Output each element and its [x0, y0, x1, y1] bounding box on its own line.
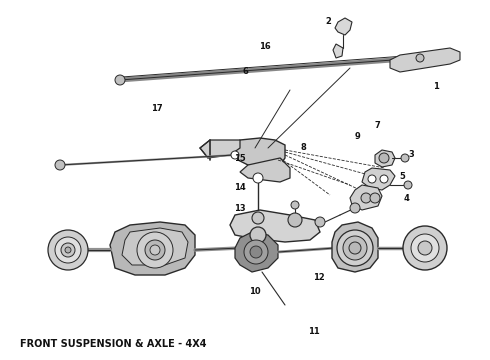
Circle shape — [48, 230, 88, 270]
Circle shape — [150, 245, 160, 255]
Polygon shape — [235, 232, 278, 272]
Polygon shape — [333, 44, 343, 58]
Text: 15: 15 — [234, 154, 246, 163]
Circle shape — [244, 240, 268, 264]
Circle shape — [416, 54, 424, 62]
Polygon shape — [200, 140, 240, 158]
Circle shape — [250, 246, 262, 258]
Text: 5: 5 — [399, 172, 405, 181]
Circle shape — [253, 173, 263, 183]
Text: 8: 8 — [301, 143, 307, 152]
Circle shape — [145, 240, 165, 260]
Polygon shape — [375, 150, 395, 167]
Text: 1: 1 — [433, 82, 439, 91]
Circle shape — [380, 175, 388, 183]
Text: 12: 12 — [313, 273, 324, 282]
Polygon shape — [362, 168, 395, 190]
Circle shape — [337, 230, 373, 266]
Circle shape — [65, 247, 71, 253]
Circle shape — [343, 236, 367, 260]
Circle shape — [361, 193, 371, 203]
Polygon shape — [335, 18, 352, 35]
Circle shape — [401, 154, 409, 162]
Text: 4: 4 — [404, 194, 410, 202]
Circle shape — [368, 175, 376, 183]
Text: 10: 10 — [249, 287, 261, 296]
Text: 9: 9 — [355, 132, 361, 141]
Text: 7: 7 — [374, 122, 380, 130]
Circle shape — [370, 193, 380, 203]
Circle shape — [349, 242, 361, 254]
Text: 2: 2 — [325, 17, 331, 26]
Polygon shape — [230, 210, 320, 242]
Circle shape — [250, 227, 266, 243]
Text: FRONT SUSPENSION & AXLE - 4X4: FRONT SUSPENSION & AXLE - 4X4 — [20, 339, 206, 349]
Circle shape — [61, 243, 75, 257]
Circle shape — [231, 151, 239, 159]
Polygon shape — [110, 222, 195, 275]
Circle shape — [315, 217, 325, 227]
Text: 13: 13 — [234, 204, 246, 213]
Circle shape — [404, 181, 412, 189]
Text: 14: 14 — [234, 183, 246, 192]
Polygon shape — [350, 185, 382, 210]
Circle shape — [252, 212, 264, 224]
Polygon shape — [332, 222, 378, 272]
Circle shape — [137, 232, 173, 268]
Text: 6: 6 — [242, 68, 248, 77]
Polygon shape — [240, 158, 290, 182]
Text: 16: 16 — [259, 42, 270, 51]
Text: 11: 11 — [308, 327, 319, 336]
Polygon shape — [390, 48, 460, 72]
Circle shape — [115, 75, 125, 85]
Circle shape — [411, 234, 439, 262]
Polygon shape — [122, 228, 188, 265]
Circle shape — [288, 213, 302, 227]
Text: 17: 17 — [151, 104, 163, 112]
Text: 3: 3 — [409, 150, 415, 159]
Circle shape — [418, 241, 432, 255]
Circle shape — [379, 153, 389, 163]
Circle shape — [55, 160, 65, 170]
Circle shape — [403, 226, 447, 270]
Circle shape — [291, 201, 299, 209]
Polygon shape — [235, 138, 285, 168]
Circle shape — [350, 203, 360, 213]
Circle shape — [55, 237, 81, 263]
